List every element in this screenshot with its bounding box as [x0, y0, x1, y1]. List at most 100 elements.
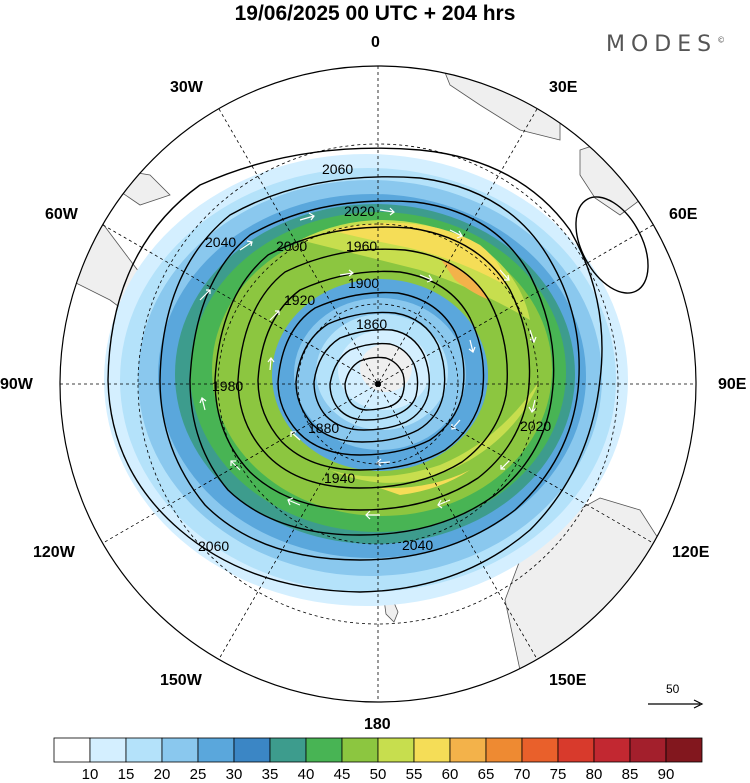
lon-label-30e: 30E [549, 79, 578, 96]
height-contours [107, 147, 649, 593]
contour-label: 1880 [308, 420, 340, 436]
contour-1920 [295, 311, 446, 443]
contour-label: 1860 [356, 316, 388, 332]
colorbar-swatch [197, 737, 235, 763]
colorbar-tick-label: 40 [297, 766, 315, 783]
contour-label: 1900 [348, 275, 380, 291]
wind-vectors [199, 207, 537, 520]
colorbar-swatch [665, 737, 703, 763]
contour-1980 [237, 248, 508, 489]
colorbar-swatch [53, 737, 91, 763]
lon-label-30w: 30W [170, 79, 203, 96]
contour-label: 2000 [276, 238, 308, 254]
colorbar-tick-label: 90 [657, 766, 675, 783]
contour-label: 2040 [402, 537, 434, 553]
shade-65-north [440, 258, 490, 300]
wind-speed-shading [104, 154, 628, 606]
wind-arrow [230, 460, 241, 471]
meridian-30e-150w [218, 108, 538, 660]
map-frame [59, 65, 697, 703]
wind-arrow [269, 310, 280, 321]
colorbar-swatch [89, 737, 127, 763]
lon-label-180: 180 [364, 716, 391, 733]
colorbar-tick-label: 65 [477, 766, 495, 783]
lon-label-150w: 150W [160, 672, 202, 689]
wind-arrow [299, 212, 315, 221]
lon-label-120e: 120E [672, 544, 710, 561]
colorbar-swatch [161, 737, 199, 763]
shade-60-south [380, 470, 470, 495]
colorbar-swatch [485, 737, 523, 763]
contour-2000 [214, 226, 531, 511]
brand-text: MODES [606, 32, 718, 57]
colorbar-swatch [305, 737, 343, 763]
contour-label: 2040 [205, 234, 237, 250]
meridian-60w-120e [102, 224, 654, 544]
contour-1860 [344, 356, 405, 411]
colorbar-swatch [557, 737, 595, 763]
colorbar-swatch [341, 737, 379, 763]
wind-arrow [199, 289, 211, 301]
contour-1900 [313, 328, 431, 431]
inner-calm [360, 344, 412, 392]
colorbar-swatch [413, 737, 451, 763]
lon-label-0: 0 [371, 34, 380, 51]
colorbar-tick-label: 10 [81, 766, 99, 783]
lon-label-150e: 150E [549, 672, 587, 689]
wind-arrow [528, 399, 537, 413]
map-title: 19/06/2025 00 UTC + 204 hrs [234, 2, 516, 25]
meridian-60e-120w [102, 224, 654, 544]
colorbar-tick-label: 20 [153, 766, 171, 783]
contour-label: 2020 [344, 203, 376, 219]
contour-2020 [189, 200, 555, 536]
contour-1960 [257, 270, 485, 471]
colorbar-swatch [125, 737, 163, 763]
colorbar-swatch [629, 737, 667, 763]
colorbar-tick-label: 35 [261, 766, 279, 783]
colorbar [53, 737, 703, 763]
contour-label: 2060 [322, 161, 354, 177]
wind-arrow [365, 510, 380, 520]
reference-vector [648, 699, 704, 709]
wind-arrow [287, 497, 301, 506]
wind-arrow [419, 274, 433, 283]
contour-closed-60e [575, 196, 649, 294]
contour-1940 [277, 291, 465, 456]
lon-label-60w: 60W [45, 206, 78, 223]
colorbar-tick-label: 55 [405, 766, 423, 783]
wind-arrow [199, 397, 207, 411]
colorbar-swatch [233, 737, 271, 763]
colorbar-tick-label: 80 [585, 766, 603, 783]
brand-mark: © [717, 35, 726, 45]
wind-arrow [376, 458, 391, 467]
brand-logo: MODES© [606, 32, 725, 57]
wind-arrow [437, 499, 451, 509]
colorbar-tick-label: 50 [369, 766, 387, 783]
pole-marker [375, 381, 381, 387]
colorbar-tick-label: 60 [441, 766, 459, 783]
reference-vector-label: 50 [666, 682, 680, 696]
colorbar-tick-label: 30 [225, 766, 243, 783]
colorbar-swatch [449, 737, 487, 763]
wind-arrow [267, 357, 275, 371]
contour-label: 1960 [346, 238, 378, 254]
contour-1880 [329, 342, 419, 421]
contour-label: 1920 [284, 292, 316, 308]
colorbar-tick-label: 85 [621, 766, 639, 783]
wind-arrow [499, 269, 510, 281]
wind-arrow [529, 329, 537, 343]
wind-arrow [339, 269, 354, 277]
shade-60-north [330, 222, 505, 285]
colorbar-tick-label: 45 [333, 766, 351, 783]
contour-label: 2060 [198, 538, 230, 554]
lon-label-90e: 90E [718, 376, 747, 393]
shade-55-south [330, 380, 540, 483]
colorbar-swatch [269, 737, 307, 763]
meridian-30w-150e [218, 108, 538, 660]
lat-circle [217, 223, 539, 545]
wind-arrow [449, 229, 463, 239]
wind-arrow [239, 240, 253, 251]
lon-label-90w: 90W [0, 376, 33, 393]
lon-label-60e: 60E [669, 206, 698, 223]
